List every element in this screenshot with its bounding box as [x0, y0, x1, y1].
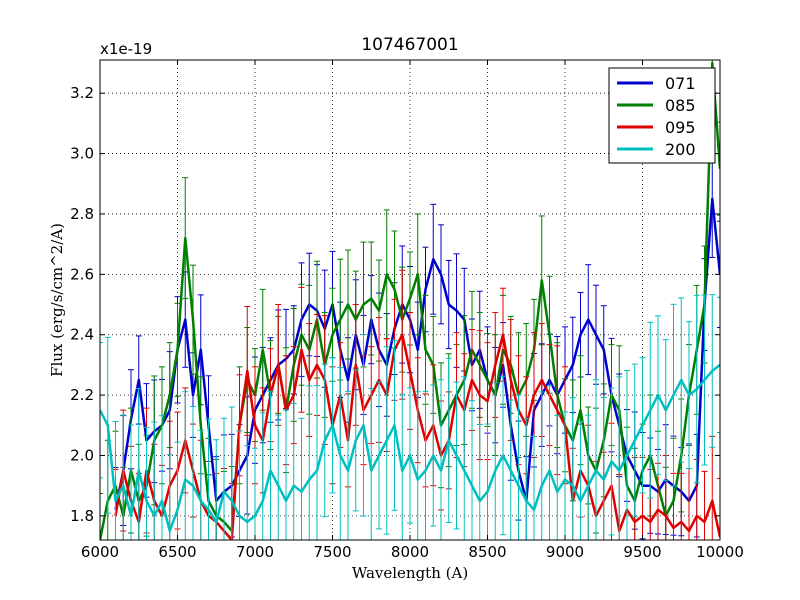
- scale-label: x1e-19: [100, 40, 152, 58]
- plot-area: [100, 60, 720, 540]
- series-line-200: [100, 363, 720, 533]
- y-tick-label: 3.2: [70, 84, 94, 102]
- y-tick-label: 2.0: [70, 446, 94, 464]
- ticks: 6000 6500 7000 7500 8000 8500 9000 9500 10000 1.8…: [70, 60, 744, 561]
- series-line-085: [100, 61, 720, 540]
- y-tick-label: 2.4: [70, 326, 94, 344]
- x-tick-label: 10000: [696, 543, 744, 561]
- y-tick-label: 3.0: [70, 145, 94, 163]
- x-tick-label: 6500: [158, 543, 196, 561]
- x-tick-label: 9000: [546, 543, 584, 561]
- x-axis-title: Wavelength (A): [352, 564, 468, 582]
- chart-title: 107467001: [361, 35, 458, 55]
- legend-label: 085: [665, 96, 696, 115]
- y-axis-title: Flux (erg/s/cm^2/A): [48, 223, 66, 377]
- y-tick-label: 2.8: [70, 205, 94, 223]
- x-tick-label: 7000: [236, 543, 274, 561]
- series-200: [100, 294, 720, 540]
- legend: 071 085 095 200: [608, 67, 716, 164]
- x-tick-label: 8000: [391, 543, 429, 561]
- x-tick-label: 6000: [81, 543, 119, 561]
- legend-label: 071: [665, 74, 696, 93]
- x-tick-label: 7500: [313, 543, 351, 561]
- y-tick-label: 2.6: [70, 265, 94, 283]
- legend-label: 095: [665, 118, 696, 137]
- legend-label: 200: [665, 140, 696, 159]
- x-tick-label: 8500: [468, 543, 506, 561]
- y-tick-label: 2.2: [70, 386, 94, 404]
- y-tick-label: 1.8: [70, 507, 94, 525]
- x-tick-label: 9500: [623, 543, 661, 561]
